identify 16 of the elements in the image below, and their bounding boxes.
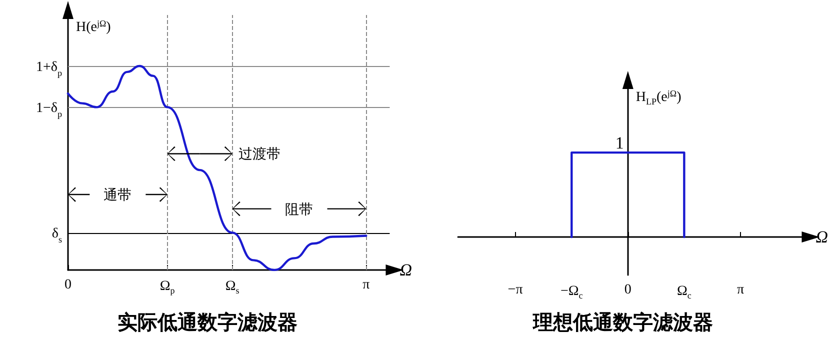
annotation: 阻带	[285, 202, 314, 218]
x-tick-label: −π	[508, 282, 523, 298]
text: 理想低通数字滤波器	[532, 311, 713, 334]
ref-line-label: 1+δ$_{p}$	[36, 60, 62, 78]
x-tick-label: 0	[624, 282, 632, 298]
x-axis-title: Ω	[400, 260, 412, 280]
annotation: 通带	[104, 188, 132, 204]
annotation: 过渡带	[238, 146, 280, 163]
x-tick-label: π	[736, 282, 744, 298]
x-tick-label: 0	[64, 278, 72, 292]
x-axis-title: Ω	[816, 228, 828, 246]
ref-line-label: δ$_{s}$	[52, 226, 62, 245]
x-tick-label: π	[362, 278, 370, 292]
ref-line-label: 1−δ$_{p}$	[36, 101, 62, 120]
text: 实际低通数字滤波器	[118, 311, 298, 334]
annotation: 1	[615, 134, 624, 153]
